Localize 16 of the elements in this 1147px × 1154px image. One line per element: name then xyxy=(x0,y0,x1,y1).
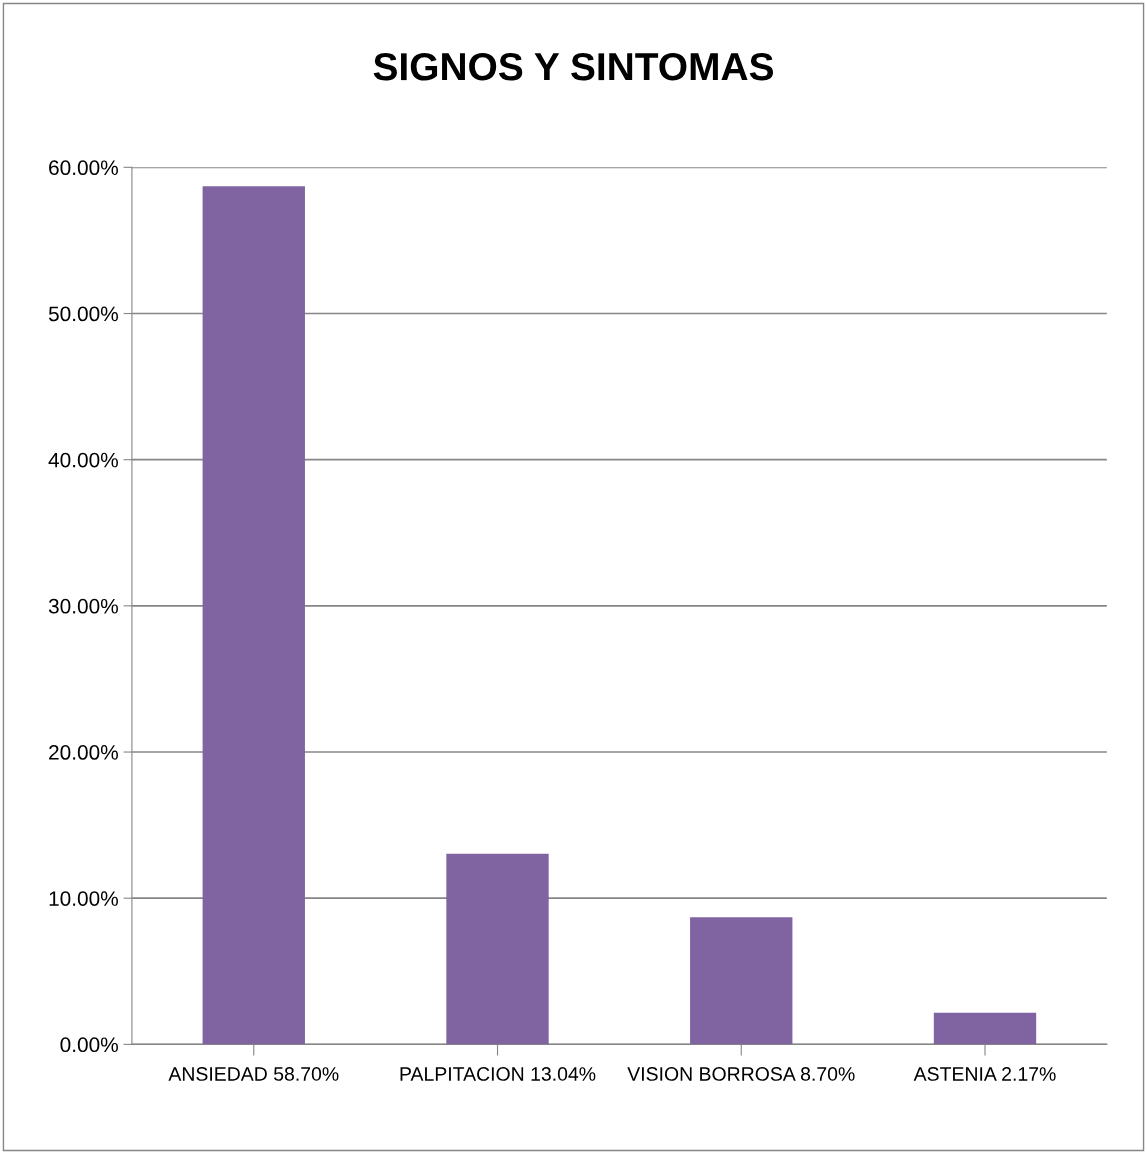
x-tick-label: ANSIEDAD 58.70% xyxy=(168,1067,339,1081)
y-tick-label: 0.00% xyxy=(60,1037,118,1053)
bar xyxy=(933,1012,1037,1045)
x-tick-label: PALPITACION 13.04% xyxy=(400,1067,596,1081)
chart-title: SIGNOS Y SINTOMAS xyxy=(373,52,773,81)
y-tick-label: 10.00% xyxy=(49,891,118,906)
y-tick-label: 50.00% xyxy=(48,306,118,322)
bar xyxy=(446,853,549,1045)
y-tick-label: 60.00% xyxy=(49,160,118,176)
bar xyxy=(690,917,793,1045)
y-tick-label: 20.00% xyxy=(49,745,118,760)
x-tick-label: VISION BORROSA 8.70% xyxy=(627,1067,855,1081)
y-tick-label: 40.00% xyxy=(48,452,118,468)
bar xyxy=(202,186,305,1045)
x-tick-label: ASTENIA 2.17% xyxy=(913,1067,1056,1081)
y-tick-label: 30.00% xyxy=(48,598,118,614)
